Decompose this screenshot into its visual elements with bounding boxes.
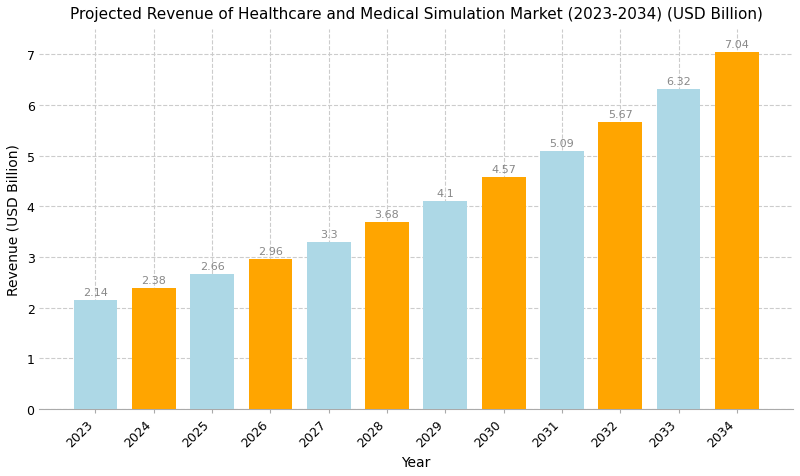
Bar	[598, 122, 642, 409]
X-axis label: Year: Year	[402, 455, 431, 469]
Bar	[249, 259, 292, 409]
Text: 4.57: 4.57	[491, 165, 516, 175]
Text: 6.32: 6.32	[666, 77, 691, 87]
Text: 3.68: 3.68	[374, 210, 399, 220]
Text: 2.66: 2.66	[200, 261, 225, 271]
Bar	[365, 223, 409, 409]
Text: 5.67: 5.67	[608, 109, 633, 119]
Text: 2.38: 2.38	[142, 276, 166, 286]
Bar	[74, 301, 118, 409]
Text: 4.1: 4.1	[437, 189, 454, 199]
Title: Projected Revenue of Healthcare and Medical Simulation Market (2023-2034) (USD B: Projected Revenue of Healthcare and Medi…	[70, 7, 762, 22]
Bar	[423, 202, 467, 409]
Text: 3.3: 3.3	[320, 229, 338, 239]
Text: 7.04: 7.04	[725, 40, 750, 50]
Text: 2.14: 2.14	[83, 288, 108, 298]
Bar	[657, 89, 701, 409]
Bar	[715, 53, 758, 409]
Text: 2.96: 2.96	[258, 247, 283, 257]
Y-axis label: Revenue (USD Billion): Revenue (USD Billion)	[7, 144, 21, 295]
Text: 5.09: 5.09	[550, 139, 574, 149]
Bar	[540, 152, 584, 409]
Bar	[482, 178, 526, 409]
Bar	[307, 242, 350, 409]
Bar	[190, 275, 234, 409]
Bar	[132, 289, 176, 409]
